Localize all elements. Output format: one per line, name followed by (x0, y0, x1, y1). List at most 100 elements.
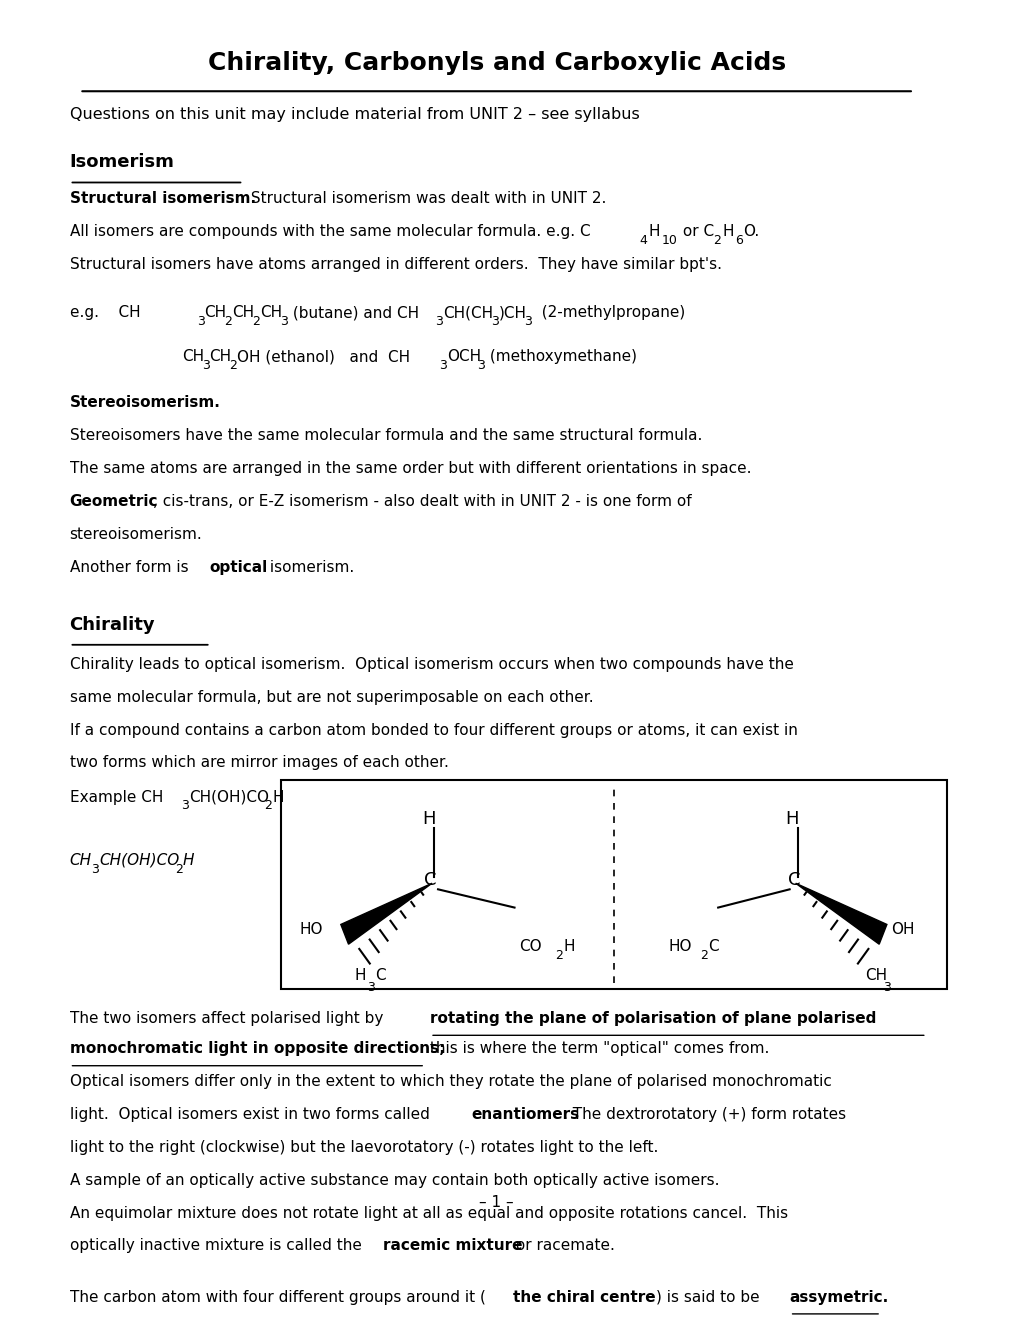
Text: , cis-trans, or E-Z isomerism - also dealt with in UNIT 2 - is one form of: , cis-trans, or E-Z isomerism - also dea… (153, 494, 691, 510)
Text: C: C (787, 871, 799, 890)
Text: CH(CH: CH(CH (442, 305, 492, 321)
Text: CH: CH (260, 305, 282, 321)
Text: this is where the term "optical" comes from.: this is where the term "optical" comes f… (425, 1041, 768, 1056)
Text: optical: optical (209, 560, 268, 574)
Text: CH: CH (69, 853, 92, 867)
Text: )CH: )CH (498, 305, 526, 321)
Text: Example CH: Example CH (69, 789, 163, 805)
Text: 10: 10 (661, 234, 677, 247)
Text: 3: 3 (202, 359, 209, 372)
Text: H: H (272, 789, 283, 805)
Text: Another form is: Another form is (69, 560, 193, 574)
Text: 3: 3 (280, 315, 287, 329)
Text: (methoxymethane): (methoxymethane) (484, 350, 636, 364)
Text: Chirality, Carbonyls and Carboxylic Acids: Chirality, Carbonyls and Carboxylic Acid… (208, 51, 785, 75)
Text: 2: 2 (229, 359, 237, 372)
Text: 2: 2 (712, 234, 720, 247)
Text: 3: 3 (438, 359, 446, 372)
Text: racemic mixture: racemic mixture (383, 1238, 523, 1254)
Text: HO: HO (667, 940, 691, 954)
Text: O.: O. (742, 224, 758, 239)
Text: (2-methylpropane): (2-methylpropane) (532, 305, 685, 321)
Text: Optical isomers differ only in the extent to which they rotate the plane of pola: Optical isomers differ only in the exten… (69, 1074, 830, 1089)
Text: H: H (648, 224, 659, 239)
Text: ) is said to be: ) is said to be (655, 1290, 763, 1304)
Text: e.g.    CH: e.g. CH (69, 305, 140, 321)
Text: Structural isomerism was dealt with in UNIT 2.: Structural isomerism was dealt with in U… (247, 191, 606, 206)
Bar (281, 780, 946, 989)
Text: H: H (422, 810, 435, 828)
Text: 3: 3 (92, 862, 99, 875)
Text: 4: 4 (639, 234, 647, 247)
Text: enantiomers: enantiomers (472, 1107, 580, 1122)
Text: 6: 6 (735, 234, 742, 247)
Text: monochromatic light in opposite directions;: monochromatic light in opposite directio… (69, 1041, 444, 1056)
Polygon shape (340, 883, 432, 944)
Text: HO: HO (300, 923, 323, 937)
Text: optically inactive mixture is called the: optically inactive mixture is called the (69, 1238, 366, 1254)
Text: 3: 3 (476, 359, 484, 372)
Text: stereoisomerism.: stereoisomerism. (69, 527, 202, 541)
Text: Isomerism: Isomerism (69, 153, 174, 172)
Text: two forms which are mirror images of each other.: two forms which are mirror images of eac… (69, 755, 448, 771)
Text: Stereoisomerism.: Stereoisomerism. (69, 396, 220, 411)
Text: CH: CH (205, 305, 226, 321)
Text: Geometric: Geometric (69, 494, 158, 510)
Text: 2: 2 (224, 315, 232, 329)
Text: 2: 2 (554, 949, 562, 962)
Text: C: C (424, 871, 436, 890)
Text: the chiral centre: the chiral centre (512, 1290, 654, 1304)
Text: Structural isomers have atoms arranged in different orders.  They have similar b: Structural isomers have atoms arranged i… (69, 256, 720, 272)
Text: 3: 3 (197, 315, 205, 329)
Text: same molecular formula, but are not superimposable on each other.: same molecular formula, but are not supe… (69, 690, 593, 705)
Text: H: H (182, 853, 194, 867)
Text: 3: 3 (490, 315, 498, 329)
Text: 2: 2 (174, 862, 182, 875)
Text: Chirality leads to optical isomerism.  Optical isomerism occurs when two compoun: Chirality leads to optical isomerism. Op… (69, 657, 793, 672)
Text: C: C (707, 940, 718, 954)
Text: – 1 –: – 1 – (479, 1195, 514, 1209)
Text: The same atoms are arranged in the same order but with different orientations in: The same atoms are arranged in the same … (69, 461, 750, 477)
Text: Chirality: Chirality (69, 615, 155, 634)
Text: OH: OH (891, 923, 914, 937)
Text: CH: CH (181, 350, 204, 364)
Text: or racemate.: or racemate. (511, 1238, 613, 1254)
Text: H: H (721, 224, 733, 239)
Text: 3: 3 (367, 981, 375, 994)
Text: CO: CO (519, 940, 541, 954)
Text: 2: 2 (700, 949, 707, 962)
Text: C: C (375, 969, 386, 983)
Text: or C: or C (678, 224, 714, 239)
Text: Questions on this unit may include material from UNIT 2 – see syllabus: Questions on this unit may include mater… (69, 107, 639, 121)
Text: H: H (562, 940, 574, 954)
Text: CH(OH)CO: CH(OH)CO (189, 789, 268, 805)
Text: A sample of an optically active substance may contain both optically active isom: A sample of an optically active substanc… (69, 1172, 718, 1188)
Text: isomerism.: isomerism. (265, 560, 355, 574)
Text: OCH: OCH (446, 350, 481, 364)
Text: 2: 2 (264, 800, 272, 812)
Text: light to the right (clockwise) but the laevorotatory (-) rotates light to the le: light to the right (clockwise) but the l… (69, 1140, 657, 1155)
Text: assymetric.: assymetric. (789, 1290, 888, 1304)
Text: (butane) and CH: (butane) and CH (287, 305, 419, 321)
Text: CH(OH)CO: CH(OH)CO (99, 853, 179, 867)
Text: CH: CH (864, 969, 887, 983)
Text: Structural isomerism.: Structural isomerism. (69, 191, 256, 206)
Text: CH: CH (232, 305, 255, 321)
Text: The carbon atom with four different groups around it (: The carbon atom with four different grou… (69, 1290, 485, 1304)
Text: CH: CH (209, 350, 231, 364)
Text: H: H (785, 810, 799, 828)
Text: The two isomers affect polarised light by: The two isomers affect polarised light b… (69, 1011, 387, 1026)
Text: 3: 3 (435, 315, 442, 329)
Text: rotating the plane of polarisation of plane polarised: rotating the plane of polarisation of pl… (430, 1011, 875, 1026)
Text: OH (ethanol)   and  CH: OH (ethanol) and CH (237, 350, 410, 364)
Text: 3: 3 (524, 315, 532, 329)
Text: 3: 3 (180, 800, 189, 812)
Text: 2: 2 (252, 315, 260, 329)
Text: Stereoisomers have the same molecular formula and the same structural formula.: Stereoisomers have the same molecular fo… (69, 428, 701, 444)
Text: An equimolar mixture does not rotate light at all as equal and opposite rotation: An equimolar mixture does not rotate lig… (69, 1205, 787, 1221)
Text: light.  Optical isomers exist in two forms called: light. Optical isomers exist in two form… (69, 1107, 434, 1122)
Polygon shape (795, 883, 886, 944)
Text: If a compound contains a carbon atom bonded to four different groups or atoms, i: If a compound contains a carbon atom bon… (69, 722, 797, 738)
Text: All isomers are compounds with the same molecular formula. e.g. C: All isomers are compounds with the same … (69, 224, 590, 239)
Text: 3: 3 (882, 981, 890, 994)
